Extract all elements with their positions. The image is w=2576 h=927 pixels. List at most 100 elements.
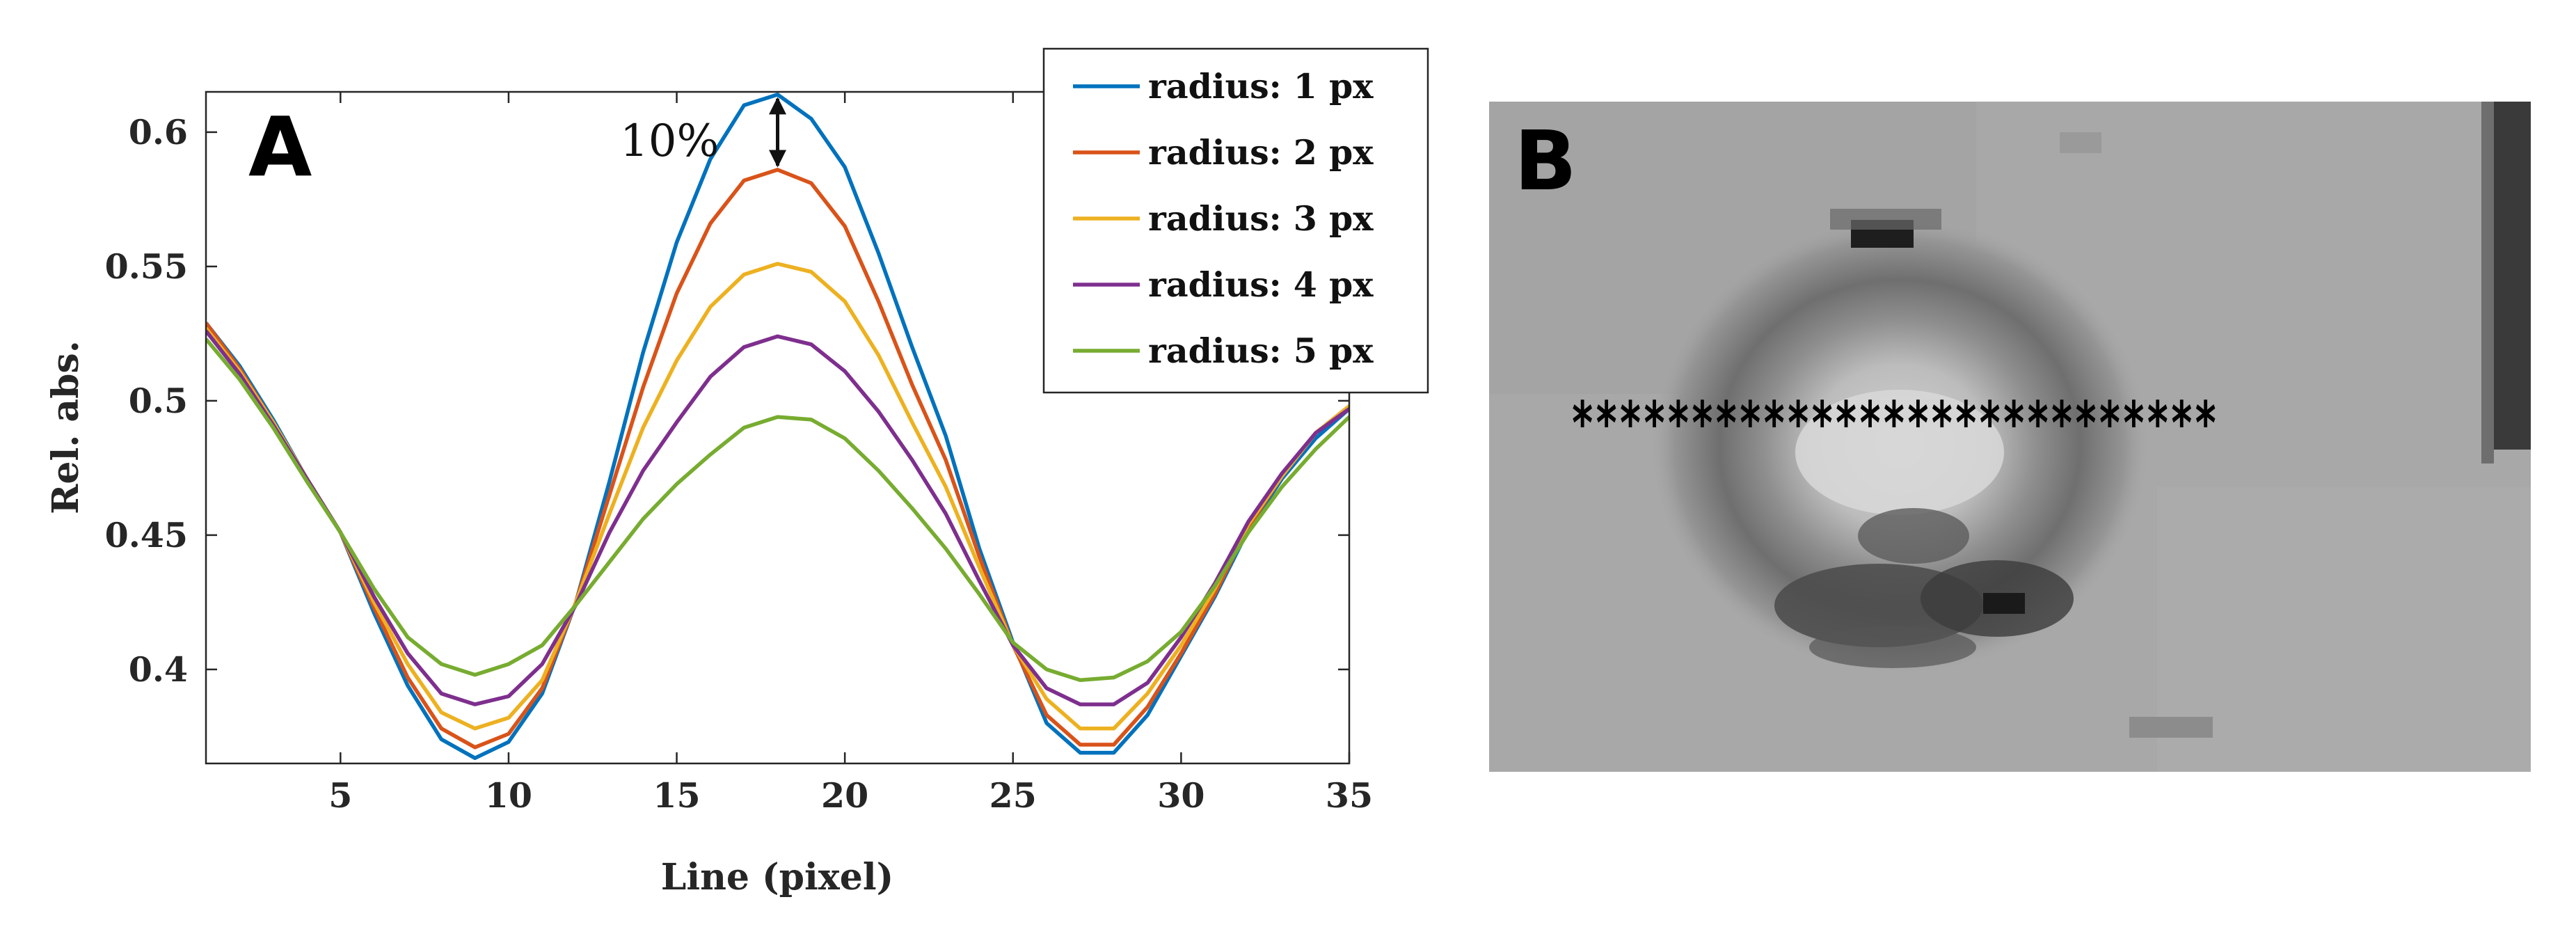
data-point [1046,714,1047,716]
data-point [1079,752,1081,754]
data-point [642,518,644,520]
panel-b-image: *************************** B [1489,102,2531,772]
data-point [306,480,308,482]
data-point [743,427,745,429]
data-point [609,561,610,563]
legend-item-4: radius: 4 px [1073,264,1374,305]
data-point [1147,682,1148,683]
legend-label: radius: 4 px [1148,264,1374,305]
data-point [508,695,509,697]
data-point [1314,432,1317,434]
data-point [609,513,610,514]
data-point [710,158,711,160]
data-point [1281,473,1283,474]
x-tick-label: 20 [821,775,868,816]
data-point [1113,752,1115,754]
data-point [1314,438,1317,439]
data-point [676,483,678,485]
series-layer [206,93,1349,761]
data-point [609,480,610,482]
data-point [541,679,543,681]
data-point [945,548,946,549]
data-point [978,594,980,595]
data-point [239,373,241,375]
data-point [541,663,543,665]
data-point [844,166,845,168]
data-point [609,494,610,496]
data-point [945,486,946,488]
data-point [811,118,812,120]
data-point [844,438,845,439]
data-point [541,644,543,646]
legend-label: radius: 2 px [1148,132,1374,173]
data-point [710,376,711,377]
data-point [642,470,644,472]
data-point [676,360,678,361]
y-axis-title: Rel. abs. [45,340,87,514]
data-point [743,180,745,182]
data-point [1046,722,1047,724]
data-point [1214,594,1216,595]
data-point [373,612,375,614]
data-point [777,335,779,338]
data-point [877,301,880,302]
data-point [1113,744,1115,745]
legend-item-5: radius: 5 px [1073,331,1374,371]
x-tick-label: 35 [1326,775,1373,816]
data-point [440,692,443,695]
data-point [407,676,408,679]
data-point [1046,698,1047,700]
data-point [1113,728,1115,729]
annotation-10-percent-label: 10% [620,116,719,167]
data-point [844,225,845,227]
data-point [239,379,241,380]
data-point [811,271,812,273]
data-point [1079,744,1081,745]
data-point [1046,688,1047,689]
data-point [440,663,443,665]
data-point [743,104,745,106]
data-point [1113,676,1115,679]
panel-a-chart: 5 10 15 20 25 30 35 0.4 0.45 0.5 0.55 0.6 Rel. abs.… [45,47,1429,898]
data-point [1113,704,1115,705]
data-point [676,241,678,244]
data-point [609,532,610,533]
legend-label: radius: 3 px [1148,198,1374,239]
data-point [373,588,375,589]
data-point [978,556,980,557]
data-point [844,370,845,372]
x-tick-label: 15 [653,775,700,816]
data-point [1180,631,1182,633]
data-point [743,274,745,276]
data-point [642,427,644,429]
data-point [710,306,711,308]
data-point [373,601,375,603]
data-point [1180,652,1182,654]
data-point [811,344,812,345]
data-point [877,411,880,413]
data-point [844,301,845,302]
legend-item-2: radius: 2 px [1073,132,1374,173]
plot-frame [205,90,1351,765]
data-point [541,688,543,689]
data-point [440,728,443,729]
ticks-layer: 5 10 15 20 25 30 35 0.4 0.45 0.5 0.55 0.6 [105,92,1373,816]
panel-a-letter: A [248,99,312,195]
data-point [912,507,913,509]
data-point [575,604,577,606]
data-point [474,747,476,748]
legend-box [1042,47,1429,394]
data-point [912,422,913,423]
x-axis-title: Line (pixel) [661,856,893,898]
data-point [777,416,779,418]
legend: radius: 1 px radius: 2 px radius: 3 px radi… [1042,47,1429,394]
data-point [945,513,946,514]
data-point [978,566,980,568]
y-tick-label: 0.4 [129,649,188,690]
data-point [1248,532,1249,533]
data-point [877,354,880,356]
y-tick-label: 0.6 [129,112,188,152]
data-point [373,607,375,608]
data-point [508,733,509,735]
